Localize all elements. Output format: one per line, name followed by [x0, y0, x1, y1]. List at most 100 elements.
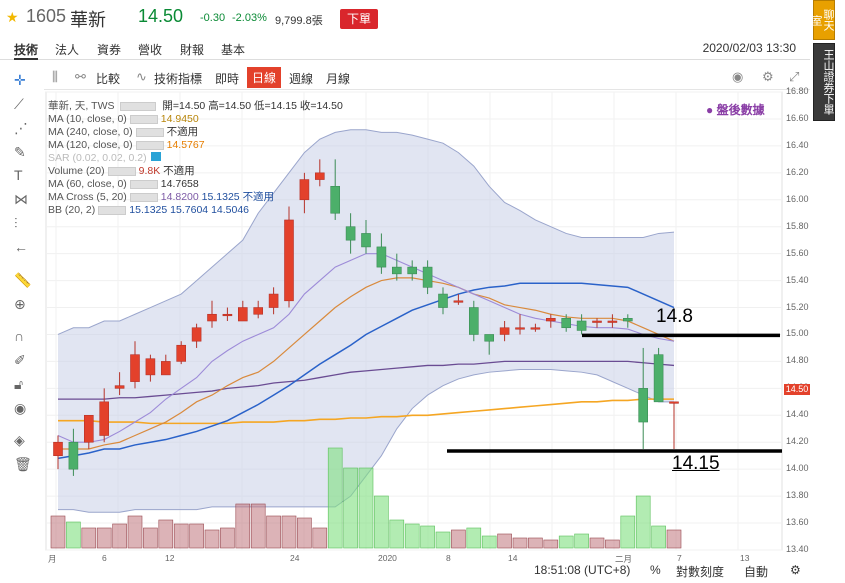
price-tick-label: 14.80: [786, 355, 809, 366]
annotation-upper-level: 14.8: [656, 306, 693, 327]
tab-technical[interactable]: 技術: [14, 41, 39, 60]
settings-gear-icon[interactable]: ⚙: [790, 563, 801, 577]
fullscreen-icon[interactable]: ⤢: [789, 69, 800, 84]
candle-body: [376, 246, 387, 268]
price-tick-label: 13.40: [786, 544, 809, 554]
indicators-button[interactable]: 技術指標: [154, 72, 203, 86]
layers-icon[interactable]: ◈: [14, 432, 25, 448]
legend-ma240-value: 不適用: [166, 126, 199, 138]
candle-body: [314, 172, 325, 180]
candle-body: [114, 385, 125, 389]
text-tool-icon[interactable]: T: [14, 167, 23, 183]
pattern-icon[interactable]: ⋈: [14, 191, 28, 207]
settings-gear-icon[interactable]: ⚙: [762, 69, 774, 84]
broker-order-button[interactable]: 王山證券下單: [813, 43, 835, 121]
candle-body: [207, 313, 217, 322]
magnet-icon[interactable]: ∩: [14, 328, 25, 344]
last-price-tag: 14.50: [784, 384, 810, 395]
volume-bar: [620, 515, 636, 549]
price-change: -0.30: [200, 12, 226, 24]
forecast-icon[interactable]: ⫶: [14, 215, 18, 231]
volume-bar: [50, 515, 66, 549]
lock-icon[interactable]: 🔓︎: [14, 376, 24, 392]
time-tick-label: 13: [740, 553, 750, 563]
log-scale-toggle[interactable]: 對數刻度: [676, 565, 725, 579]
legend-main: 華新, 天, TWS 開=14.50 高=14.50 低=14.15 收=14.…: [48, 100, 343, 113]
volume-bar: [404, 523, 420, 549]
chat-room-button[interactable]: 聊天室: [810, 0, 835, 40]
tab-margin[interactable]: 資券: [97, 43, 122, 57]
legend-macross-controls[interactable]: [129, 192, 158, 202]
candle-type-icon[interactable]: ⫼: [52, 69, 58, 84]
volume-bar: [220, 527, 235, 549]
interval-intraday[interactable]: 即時: [215, 72, 240, 86]
volume-bar: [96, 527, 112, 549]
eye-icon[interactable]: ◉: [14, 400, 27, 416]
legend-ma240-controls[interactable]: [135, 127, 164, 137]
after-hours-label: 盤後數據: [716, 103, 765, 117]
back-arrow-icon[interactable]: ←: [14, 239, 28, 255]
volume-bar: [266, 515, 281, 549]
brush-icon[interactable]: ✎: [14, 144, 26, 160]
price-tick-label: 13.80: [786, 490, 809, 501]
time-tick-label: 8: [446, 553, 451, 563]
pencil-lock-icon[interactable]: ✐: [14, 352, 26, 368]
favorite-star-icon[interactable]: ★: [6, 9, 19, 25]
percent-toggle[interactable]: %: [650, 563, 661, 577]
tab-institutional[interactable]: 法人: [55, 43, 80, 57]
volume-bar: [235, 503, 251, 549]
candle-body: [468, 307, 479, 335]
legend-volume-controls[interactable]: [107, 166, 136, 176]
volume-bar: [374, 495, 389, 549]
interval-weekly[interactable]: 週線: [289, 72, 314, 86]
legend-ma120-controls[interactable]: [135, 140, 164, 150]
legend-bb-controls[interactable]: [98, 205, 127, 215]
legend-controls[interactable]: [120, 101, 157, 111]
price-change-pct: -2.03%: [232, 12, 267, 24]
legend-sar-visibility-icon[interactable]: [150, 152, 161, 161]
indicator-icon[interactable]: ∿: [136, 69, 147, 84]
trend-line-icon[interactable]: ⟋: [14, 96, 24, 112]
legend-bb-v2: 15.7604: [170, 204, 209, 216]
candle-body: [345, 226, 356, 241]
ruler-icon[interactable]: 📏: [14, 272, 32, 288]
candle-body: [391, 266, 402, 275]
candle-body: [422, 266, 433, 288]
compare-button[interactable]: 比較: [96, 72, 121, 86]
auto-scale-toggle[interactable]: 自動: [744, 565, 769, 579]
fib-tool-icon[interactable]: ⋰: [14, 120, 28, 136]
tab-revenue[interactable]: 營收: [138, 43, 163, 57]
volume-bar: [558, 535, 574, 549]
legend-macross: MA Cross (5, 20) 14.8200 15.1325 不適用: [48, 191, 343, 204]
tab-basic[interactable]: 基本: [221, 43, 246, 57]
volume-bar: [297, 517, 312, 549]
ma-orange-line: [58, 277, 675, 450]
legend-sar: SAR (0.02, 0.02, 0.2): [48, 152, 343, 165]
trash-icon[interactable]: 🗑︎: [14, 456, 32, 472]
ma60-line: [57, 282, 675, 460]
legend-ma60-controls[interactable]: [129, 179, 158, 189]
order-button[interactable]: 下單: [340, 9, 378, 29]
volume-bar: [389, 519, 405, 549]
candle-body: [176, 344, 186, 362]
camera-icon[interactable]: ◉: [732, 69, 744, 84]
tab-financials[interactable]: 財報: [180, 43, 205, 57]
time-tick-label: 月: [48, 554, 57, 564]
compare-icon[interactable]: ⚯: [75, 69, 86, 84]
legend-ma10-controls[interactable]: [129, 114, 158, 124]
volume-bar: [543, 539, 559, 549]
crosshair-icon[interactable]: ✛: [14, 72, 26, 88]
zoom-in-icon[interactable]: ⊕: [14, 296, 26, 312]
legend-bb-v3: 14.5046: [211, 204, 250, 216]
chart-toolbar: ⫼ ⚯ 比較 ∿ 技術指標 即時 日線 週線 月線 ◉ ⚙ ⤢: [44, 66, 810, 90]
after-hours-data[interactable]: ● 盤後數據: [706, 103, 765, 117]
candle-body: [268, 293, 279, 308]
legend-volume-value: 9.8K: [138, 165, 161, 177]
legend-bb: BB (20, 2) 15.1325 15.7604 14.5046: [48, 204, 343, 217]
interval-daily[interactable]: 日線: [247, 67, 282, 88]
interval-monthly[interactable]: 月線: [326, 72, 351, 86]
volume-bar: [589, 537, 605, 549]
price-tick-label: 16.40: [786, 139, 809, 150]
volume-bar: [189, 523, 204, 549]
